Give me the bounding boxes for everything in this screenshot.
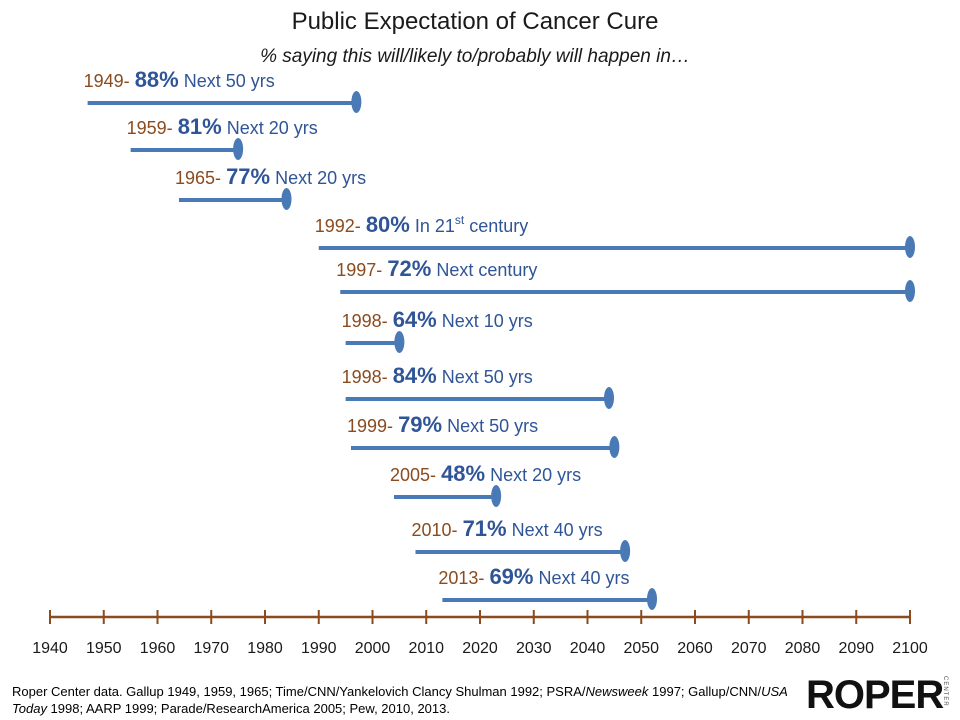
survey-row: 1998- 84% Next 50 yrs bbox=[342, 363, 614, 409]
x-tick-label: 1950 bbox=[86, 640, 122, 657]
survey-row: 2013- 69% Next 40 yrs bbox=[438, 564, 657, 610]
footnote-italic-1: Newsweek bbox=[585, 684, 649, 699]
percent-label: 80% bbox=[366, 212, 410, 237]
timeline-end-marker bbox=[905, 280, 915, 302]
x-tick-label: 2100 bbox=[892, 640, 928, 657]
horizon-label: Next 50 yrs bbox=[447, 416, 538, 436]
row-label: 2013- 69% Next 40 yrs bbox=[438, 564, 629, 589]
percent-label: 79% bbox=[398, 412, 442, 437]
x-tick-label: 2080 bbox=[785, 640, 821, 657]
x-tick-label: 1960 bbox=[140, 640, 176, 657]
timeline-end-marker bbox=[394, 331, 405, 353]
x-tick-label: 2040 bbox=[570, 640, 606, 657]
horizon-superscript: st bbox=[455, 213, 465, 227]
survey-row: 1997- 72% Next century bbox=[336, 256, 915, 302]
survey-year-label: 2005- bbox=[390, 465, 436, 485]
survey-year-label: 1999- bbox=[347, 416, 393, 436]
x-tick-label: 2070 bbox=[731, 640, 767, 657]
survey-year-label: 1997- bbox=[336, 260, 382, 280]
logo-wordmark: ROPER bbox=[806, 673, 944, 717]
survey-row: 1965- 77% Next 20 yrs bbox=[175, 164, 366, 210]
chart-subtitle: % saying this will/likely to/probably wi… bbox=[260, 46, 690, 67]
logo-subtext: CENTER bbox=[942, 676, 948, 707]
footnote-part-1: Roper Center data. Gallup 1949, 1959, 19… bbox=[12, 684, 586, 699]
x-tick-label: 2090 bbox=[838, 640, 874, 657]
survey-year-label: 1992- bbox=[315, 216, 361, 236]
footnote-italic-2: USA Today bbox=[12, 684, 788, 716]
survey-row: 1992- 80% In 21st century bbox=[315, 212, 915, 258]
percent-label: 77% bbox=[226, 164, 270, 189]
percent-label: 88% bbox=[135, 67, 179, 92]
survey-year-label: 2013- bbox=[438, 568, 484, 588]
percent-label: 64% bbox=[393, 307, 437, 332]
percent-label: 81% bbox=[178, 114, 222, 139]
timeline-end-marker bbox=[620, 540, 631, 562]
survey-year-label: 1949- bbox=[84, 71, 130, 91]
survey-year-label: 2010- bbox=[412, 520, 458, 540]
survey-year-label: 1965- bbox=[175, 168, 221, 188]
horizon-label: Next 40 yrs bbox=[512, 520, 603, 540]
timeline-end-marker bbox=[905, 236, 915, 258]
percent-label: 69% bbox=[489, 564, 533, 589]
bars-layer: 1949- 88% Next 50 yrs 1959- 81% Next 20 y… bbox=[84, 67, 915, 610]
row-label: 2010- 71% Next 40 yrs bbox=[412, 516, 603, 541]
x-axis: 1940 1950 1960 1970 1980 1990 2000 2010 2020 2030… bbox=[32, 610, 928, 657]
horizon-label: Next 20 yrs bbox=[227, 118, 318, 138]
percent-label: 48% bbox=[441, 461, 485, 486]
survey-year-label: 1998- bbox=[342, 367, 388, 387]
x-tick-label: 2010 bbox=[408, 640, 444, 657]
x-tick-label: 1980 bbox=[247, 640, 283, 657]
x-tick-label: 1990 bbox=[301, 640, 337, 657]
row-label: 1992- 80% In 21st century bbox=[315, 212, 529, 237]
timeline-end-marker bbox=[604, 387, 614, 409]
horizon-label: Next 50 yrs bbox=[184, 71, 275, 91]
horizon-label-end: century bbox=[464, 216, 528, 236]
horizon-label: Next 10 yrs bbox=[442, 311, 533, 331]
timeline-end-marker bbox=[491, 485, 502, 507]
chart-title: Public Expectation of Cancer Cure bbox=[292, 8, 659, 35]
survey-year-label: 1998- bbox=[342, 311, 388, 331]
x-tick-label: 1970 bbox=[193, 640, 229, 657]
row-label: 2005- 48% Next 20 yrs bbox=[390, 461, 581, 486]
row-label: 1999- 79% Next 50 yrs bbox=[347, 412, 538, 437]
horizon-label: Next century bbox=[436, 260, 537, 280]
survey-row: 1949- 88% Next 50 yrs bbox=[84, 67, 362, 113]
horizon-label: Next 20 yrs bbox=[275, 168, 366, 188]
survey-row: 1999- 79% Next 50 yrs bbox=[347, 412, 620, 458]
source-footnote: Roper Center data. Gallup 1949, 1959, 19… bbox=[12, 683, 792, 717]
row-label: 1998- 64% Next 10 yrs bbox=[342, 307, 533, 332]
survey-row: 1959- 81% Next 20 yrs bbox=[127, 114, 318, 160]
x-tick-label: 2060 bbox=[677, 640, 713, 657]
row-label: 1949- 88% Next 50 yrs bbox=[84, 67, 275, 92]
horizon-label: In 21 bbox=[415, 216, 455, 236]
survey-row: 2005- 48% Next 20 yrs bbox=[390, 461, 581, 507]
row-label: 1959- 81% Next 20 yrs bbox=[127, 114, 318, 139]
horizon-label: Next 50 yrs bbox=[442, 367, 533, 387]
horizon-label: Next 20 yrs bbox=[490, 465, 581, 485]
x-tick-label: 2030 bbox=[516, 640, 552, 657]
survey-year-label: 1959- bbox=[127, 118, 173, 138]
roper-center-logo: ROPER CENTER bbox=[806, 672, 956, 718]
timeline-end-marker bbox=[351, 91, 362, 113]
x-tick-label: 2050 bbox=[623, 640, 659, 657]
timeline-end-marker bbox=[647, 588, 657, 610]
row-label: 1998- 84% Next 50 yrs bbox=[342, 363, 533, 388]
percent-label: 72% bbox=[387, 256, 431, 281]
footnote-part-3: 1998; AARP 1999; Parade/ResearchAmerica … bbox=[46, 701, 450, 716]
timeline-end-marker bbox=[609, 436, 620, 458]
row-label: 1965- 77% Next 20 yrs bbox=[175, 164, 366, 189]
footnote-part-2: 1997; Gallup/CNN/ bbox=[648, 684, 762, 699]
x-tick-label: 2020 bbox=[462, 640, 498, 657]
percent-label: 71% bbox=[463, 516, 507, 541]
timeline-end-marker bbox=[233, 138, 244, 160]
timeline-end-marker bbox=[281, 188, 292, 210]
percent-label: 84% bbox=[393, 363, 437, 388]
row-label: 1997- 72% Next century bbox=[336, 256, 537, 281]
survey-row: 1998- 64% Next 10 yrs bbox=[342, 307, 533, 353]
x-tick-label: 1940 bbox=[32, 640, 68, 657]
survey-row: 2010- 71% Next 40 yrs bbox=[412, 516, 631, 562]
x-tick-label: 2000 bbox=[355, 640, 391, 657]
horizon-label: Next 40 yrs bbox=[539, 568, 630, 588]
